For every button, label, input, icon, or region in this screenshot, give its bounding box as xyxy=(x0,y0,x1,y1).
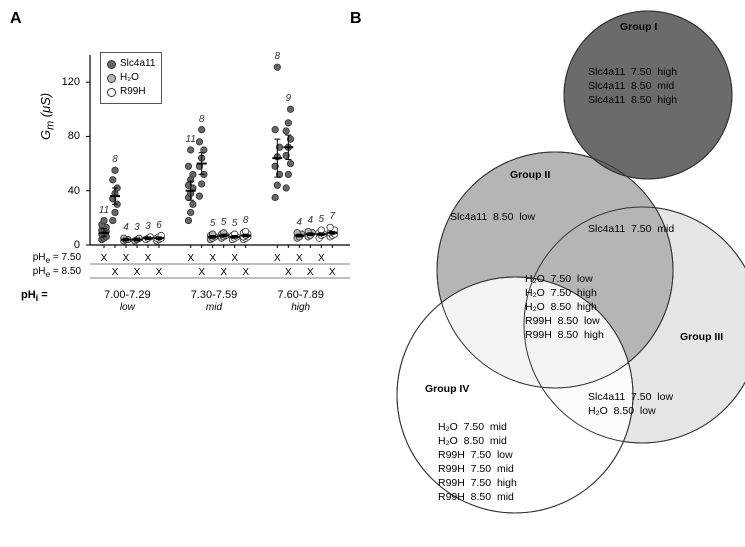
venn-group-title: Group II xyxy=(510,168,550,182)
venn-region-labels: Slc4a11 7.50 lowH₂O 8.50 low xyxy=(588,390,673,418)
x-marker: X xyxy=(274,253,281,264)
n-label: 4 xyxy=(308,215,314,226)
strip-chart: Slc4a11H₂OR99H 11843361185558894457XXXXX… xyxy=(85,50,355,250)
phi-group-label: 7.00-7.29low xyxy=(104,289,150,313)
venn-group-title: Group I xyxy=(620,20,657,34)
phe-row-label: pHe = 7.50 xyxy=(21,252,81,265)
x-marker: X xyxy=(296,253,303,264)
n-label: 11 xyxy=(185,134,195,145)
legend-item: Slc4a11 xyxy=(107,57,155,71)
venn-region-labels: H₂O 7.50 lowH₂O 7.50 highH₂O 8.50 highR9… xyxy=(525,272,604,342)
n-label: 11 xyxy=(99,205,109,216)
n-label: 5 xyxy=(232,218,238,229)
phi-group-label: 7.60-7.89high xyxy=(277,289,323,313)
n-label: 8 xyxy=(199,114,205,125)
n-label: 4 xyxy=(297,217,303,228)
venn-group-title: Group III xyxy=(680,330,723,344)
x-marker: X xyxy=(242,267,249,278)
panel-b: Group I Group II Group III Group IV Slc4a11 … xyxy=(350,0,745,547)
x-marker: X xyxy=(307,267,314,278)
x-marker: X xyxy=(220,267,227,278)
venn-region-labels: H₂O 7.50 midH₂O 8.50 midR99H 7.50 lowR99… xyxy=(438,420,517,504)
n-label: 5 xyxy=(210,218,216,229)
x-marker: X xyxy=(145,253,152,264)
panel-a-label: A xyxy=(10,10,22,28)
ytick: 80 xyxy=(50,130,80,142)
panel-a: Gm (μS) Slc4a11H₂OR99H 11843361185558894… xyxy=(30,30,360,430)
n-label: 7 xyxy=(330,211,336,222)
n-label: 4 xyxy=(123,222,129,233)
legend-item: H₂O xyxy=(107,71,155,85)
x-marker: X xyxy=(329,267,336,278)
legend-item: R99H xyxy=(107,85,155,99)
x-marker: X xyxy=(285,267,292,278)
x-marker: X xyxy=(156,267,163,278)
ytick: 120 xyxy=(50,76,80,88)
x-marker: X xyxy=(198,267,205,278)
phi-row-label: pHi = xyxy=(21,289,48,303)
venn-group-title: Group IV xyxy=(425,382,469,396)
venn-region-labels: Slc4a11 7.50 mid xyxy=(588,222,674,236)
phe-row-label: pHe = 8.50 xyxy=(21,266,81,279)
x-marker: X xyxy=(101,253,108,264)
n-label: 5 xyxy=(319,214,325,225)
x-marker: X xyxy=(318,253,325,264)
n-label: 8 xyxy=(243,215,249,226)
n-label: 8 xyxy=(275,51,281,62)
x-marker: X xyxy=(123,253,130,264)
n-label: 6 xyxy=(156,220,162,231)
phi-group-label: 7.30-7.59mid xyxy=(191,289,237,313)
venn-region-labels: Slc4a11 7.50 highSlc4a11 8.50 midSlc4a11… xyxy=(588,65,677,107)
legend: Slc4a11H₂OR99H xyxy=(100,52,162,104)
x-marker: X xyxy=(187,253,194,264)
x-marker: X xyxy=(209,253,216,264)
n-label: 5 xyxy=(221,217,227,228)
ytick: 0 xyxy=(50,239,80,251)
n-label: 8 xyxy=(112,154,118,165)
x-marker: X xyxy=(134,267,141,278)
x-marker: X xyxy=(112,267,119,278)
venn-region-labels: Slc4a11 8.50 low xyxy=(450,210,535,224)
n-label: 3 xyxy=(145,221,151,232)
n-label: 3 xyxy=(134,222,140,233)
x-marker: X xyxy=(231,253,238,264)
ytick: 40 xyxy=(50,185,80,197)
n-label: 9 xyxy=(286,93,292,104)
